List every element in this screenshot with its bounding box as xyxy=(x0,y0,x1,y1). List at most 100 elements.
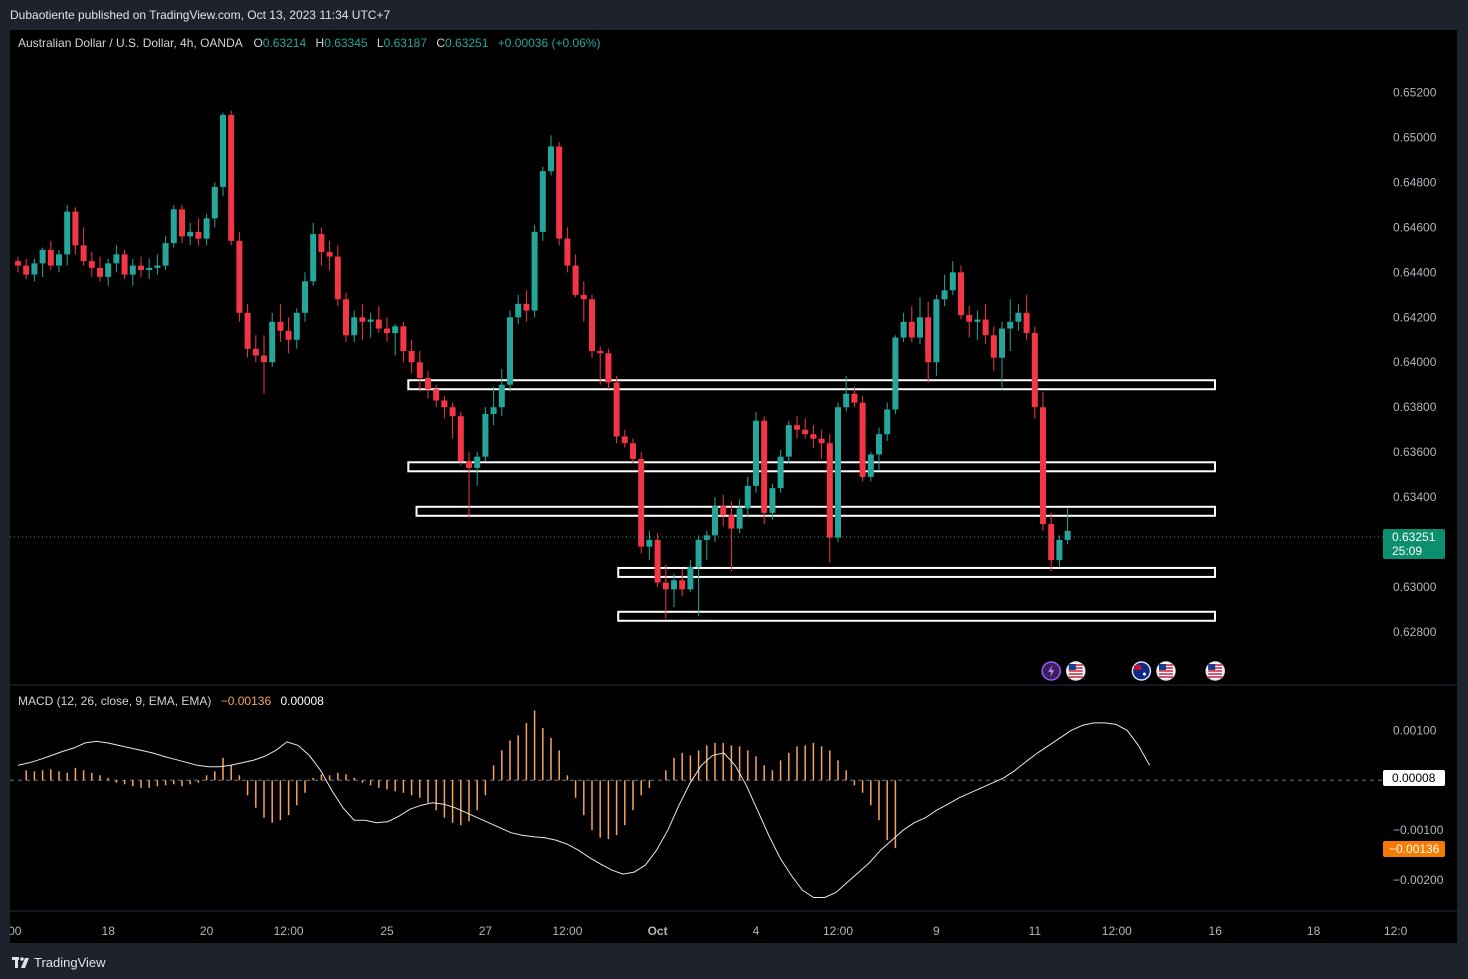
candlesticks xyxy=(15,110,1071,619)
candle-body xyxy=(982,319,989,336)
candle-body xyxy=(367,319,374,322)
candle-body xyxy=(1040,407,1046,525)
candle-body xyxy=(908,321,915,338)
candle-body xyxy=(228,114,235,241)
us-flag-event-icon[interactable] xyxy=(1156,661,1176,681)
candle-body xyxy=(384,328,390,334)
candle-body xyxy=(900,321,907,338)
macd-line-value: 0.00008 xyxy=(280,694,324,708)
price-tick-label: 0.65000 xyxy=(1393,130,1437,144)
candle-body xyxy=(179,209,185,237)
price-tick-label: 0.64600 xyxy=(1393,220,1437,234)
candle-body xyxy=(1056,539,1063,561)
candle-body xyxy=(425,377,431,390)
last-price-badge: 0.63251 25:09 xyxy=(1383,529,1445,559)
zone-rect[interactable] xyxy=(617,566,1216,578)
candle-body xyxy=(170,209,177,244)
macd-hist-badge-value: −0.00136 xyxy=(1389,842,1440,856)
price-tick-label: 0.64000 xyxy=(1393,355,1437,369)
last-price-value: 0.63251 xyxy=(1392,530,1436,544)
macd-axis[interactable]: 0.00100 −0.00100 −0.00200 xyxy=(1393,723,1444,887)
candle-countdown: 25:09 xyxy=(1392,544,1422,558)
candle-body xyxy=(613,382,620,437)
publisher-bar: Dubaotiente published on TradingView.com… xyxy=(0,0,1468,30)
footer: TradingView xyxy=(0,943,1468,979)
candle-body xyxy=(23,265,30,275)
candle-body xyxy=(1048,524,1055,561)
candle-body xyxy=(777,456,784,489)
price-tick-label: 0.63000 xyxy=(1393,580,1437,594)
time-axis[interactable]: 2:00 18 20 12:00 25 27 12:00 Oct 4 12:00 9 11 12:00 1… xyxy=(0,924,1408,938)
price-chart[interactable]: 0.65200 0.65000 0.64800 0.64600 0.64400 0.642… xyxy=(0,30,1457,943)
candle-body xyxy=(769,488,776,513)
time-tick-label: 18 xyxy=(102,924,116,938)
candle-body xyxy=(810,434,817,439)
macd-legend[interactable]: MACD (12, 26, close, 9, EMA, EMA) −0.001… xyxy=(18,694,324,708)
economic-events[interactable] xyxy=(1041,661,1225,681)
symbol-legend[interactable]: Australian Dollar / U.S. Dollar, 4h, OAN… xyxy=(18,36,601,50)
time-tick-label: 9 xyxy=(933,924,940,938)
macd-badge-value: 0.00008 xyxy=(1392,771,1436,785)
time-tick-label: 27 xyxy=(479,924,493,938)
time-tick-label: Oct xyxy=(648,924,668,938)
us-flag-event-icon[interactable] xyxy=(1205,661,1225,681)
macd-tick-label: −0.00200 xyxy=(1393,873,1444,887)
tradingview-logo[interactable]: TradingView xyxy=(12,955,106,970)
candle-body xyxy=(162,243,169,266)
candle-body xyxy=(80,245,87,262)
candle-body xyxy=(867,454,874,477)
candle-body xyxy=(646,539,653,547)
candle-body xyxy=(605,353,612,383)
candle-body xyxy=(359,317,366,322)
candle-body xyxy=(474,456,481,468)
candle-body xyxy=(687,566,694,590)
candle-body xyxy=(47,249,54,266)
support-resistance-zones xyxy=(407,379,1216,622)
candle-body xyxy=(293,312,300,340)
change-value: +0.00036 (+0.06%) xyxy=(498,36,601,50)
candle-body xyxy=(490,407,497,414)
zone-rect[interactable] xyxy=(407,379,1216,391)
zone-rect[interactable] xyxy=(617,610,1216,622)
candle-body xyxy=(966,315,973,322)
candle-body xyxy=(761,420,768,513)
time-tick-label: 12:0 xyxy=(1384,924,1408,938)
zone-rect[interactable] xyxy=(407,461,1216,473)
macd-line-badge: 0.00008 xyxy=(1383,770,1445,786)
candle-body xyxy=(917,317,923,338)
candle-body xyxy=(859,402,866,477)
candle-body xyxy=(88,261,95,268)
candle-body xyxy=(695,539,702,567)
candle-body xyxy=(1015,312,1022,322)
candle-body xyxy=(941,290,948,300)
candle-body xyxy=(269,321,276,363)
candle-body xyxy=(818,438,825,444)
chart-frame[interactable]: 0.65200 0.65000 0.64800 0.64600 0.64400 0.642… xyxy=(0,30,1457,943)
time-tick-label: 12:00 xyxy=(1102,924,1132,938)
candle-body xyxy=(121,254,128,275)
symbol-name: Australian Dollar / U.S. Dollar, 4h, OAN… xyxy=(18,36,243,50)
macd-tick-label: 0.00100 xyxy=(1393,723,1437,737)
zone-rect[interactable] xyxy=(415,505,1216,517)
au-flag-event-icon[interactable] xyxy=(1131,661,1152,681)
candle-body xyxy=(105,263,112,277)
candle-body xyxy=(507,317,513,385)
candle-body xyxy=(64,211,71,255)
candle-body xyxy=(876,434,882,455)
price-tick-label: 0.65200 xyxy=(1393,85,1437,99)
candle-body xyxy=(958,272,964,316)
candle-body xyxy=(236,240,243,313)
lightning-event-icon[interactable] xyxy=(1041,661,1061,681)
high-value: 0.63345 xyxy=(324,36,368,50)
macd-title: MACD (12, 26, close, 9, EMA, EMA) xyxy=(18,694,211,708)
time-tick-label: 18 xyxy=(1307,924,1321,938)
time-tick-label: 12:00 xyxy=(552,924,582,938)
us-flag-event-icon[interactable] xyxy=(1066,661,1086,681)
candle-body xyxy=(744,485,751,509)
candle-body xyxy=(457,416,464,462)
price-axis[interactable]: 0.65200 0.65000 0.64800 0.64600 0.64400 0.642… xyxy=(1393,85,1437,639)
low-label: L xyxy=(377,36,384,50)
candle-body xyxy=(261,355,267,363)
candle-body xyxy=(720,506,727,516)
candle-body xyxy=(662,582,669,590)
